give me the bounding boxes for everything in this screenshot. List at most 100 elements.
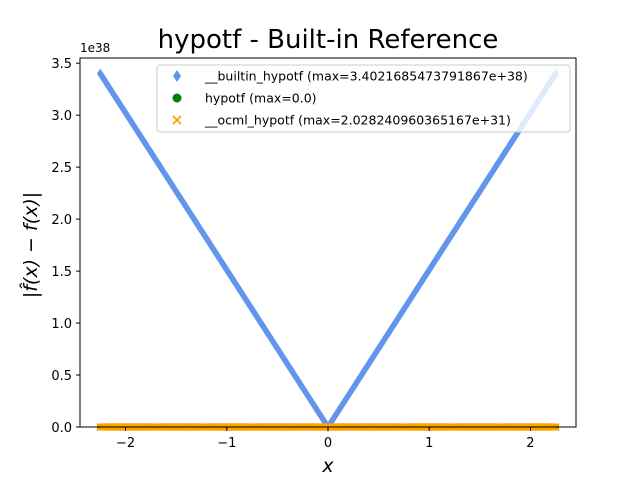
data-point bbox=[443, 237, 451, 248]
y-tick-label: 3.0 bbox=[51, 109, 72, 124]
data-point bbox=[193, 218, 200, 229]
data-point bbox=[447, 231, 454, 242]
data-point bbox=[160, 166, 167, 177]
data-point bbox=[391, 318, 398, 329]
data-point bbox=[142, 139, 150, 150]
series-ocml-hypotf bbox=[96, 422, 560, 432]
data-point bbox=[247, 302, 255, 313]
data-point bbox=[261, 324, 269, 335]
data-point bbox=[235, 283, 242, 294]
data-point bbox=[396, 310, 404, 321]
legend-marker-circle bbox=[172, 93, 182, 103]
data-point bbox=[372, 348, 379, 359]
data-point bbox=[303, 389, 311, 400]
data-point bbox=[454, 220, 461, 231]
data-point bbox=[177, 193, 185, 204]
data-point bbox=[506, 139, 514, 150]
data-point bbox=[354, 375, 362, 386]
data-point bbox=[251, 307, 258, 318]
data-point bbox=[212, 248, 220, 259]
data-point bbox=[494, 158, 502, 169]
data-point bbox=[228, 272, 235, 283]
data-point bbox=[477, 185, 484, 196]
data-point bbox=[200, 228, 207, 239]
data-point bbox=[124, 112, 132, 123]
data-point bbox=[168, 180, 176, 191]
data-point bbox=[331, 411, 339, 422]
y-tick-label: 2.0 bbox=[51, 213, 72, 228]
y-tick-label: 1.5 bbox=[51, 265, 72, 280]
data-point bbox=[279, 351, 286, 362]
data-point bbox=[158, 163, 165, 174]
data-point bbox=[426, 264, 433, 275]
data-point bbox=[349, 383, 356, 394]
data-point bbox=[466, 201, 474, 212]
data-point bbox=[210, 245, 218, 256]
data-point bbox=[245, 299, 253, 310]
data-point bbox=[459, 212, 467, 223]
data-point bbox=[128, 117, 136, 128]
data-point bbox=[366, 356, 374, 367]
y-tick-label: 3.5 bbox=[51, 57, 72, 72]
y-tick-label: 1.0 bbox=[51, 317, 72, 332]
data-point bbox=[336, 402, 344, 413]
data-point bbox=[489, 166, 496, 177]
y-tick-label: 0.0 bbox=[51, 421, 72, 436]
data-point bbox=[221, 261, 228, 272]
data-point bbox=[123, 109, 130, 120]
data-point bbox=[296, 378, 304, 389]
data-point bbox=[499, 150, 507, 161]
data-point bbox=[298, 381, 306, 392]
data-point bbox=[384, 329, 391, 340]
data-point bbox=[273, 343, 281, 354]
data-point bbox=[223, 264, 230, 275]
data-point bbox=[238, 288, 246, 299]
data-point bbox=[356, 373, 363, 384]
legend: __builtin_hypotf (max=3.4021685473791867… bbox=[156, 64, 571, 133]
data-point bbox=[513, 128, 521, 139]
data-point bbox=[482, 177, 489, 188]
data-point bbox=[361, 364, 369, 375]
y-ticks: 0.0 0.5 1.0 1.5 2.0 2.5 3.0 3.5 bbox=[51, 57, 80, 436]
data-point bbox=[407, 294, 414, 305]
data-point bbox=[512, 131, 519, 142]
x-axis-label: x bbox=[321, 455, 334, 477]
chart-title: hypotf - Built-in Reference bbox=[158, 25, 499, 55]
data-point bbox=[195, 220, 202, 231]
data-point bbox=[130, 120, 137, 131]
legend-marker-diamond bbox=[173, 70, 181, 82]
y-axis-multiplier: 1e38 bbox=[80, 41, 110, 55]
data-point bbox=[408, 291, 416, 302]
y-tick-label: 0.5 bbox=[51, 369, 72, 384]
data-point bbox=[151, 152, 158, 163]
data-point bbox=[135, 128, 143, 139]
data-point bbox=[256, 315, 263, 326]
data-point bbox=[170, 182, 178, 193]
y-tick-label: 2.5 bbox=[51, 161, 72, 176]
data-point bbox=[217, 256, 225, 267]
x-tick-label: 0 bbox=[324, 436, 332, 451]
data-point bbox=[315, 408, 323, 419]
data-point bbox=[373, 345, 381, 356]
legend-label: __builtin_hypotf (max=3.4021685473791867… bbox=[204, 69, 528, 84]
data-point bbox=[291, 370, 299, 381]
x-ticks: −2 −1 0 1 2 bbox=[116, 427, 535, 451]
data-point bbox=[182, 201, 190, 212]
legend-marker-x bbox=[172, 115, 182, 125]
data-point bbox=[230, 275, 237, 286]
data-point bbox=[165, 174, 172, 185]
x-tick-label: −2 bbox=[116, 436, 135, 451]
data-point bbox=[510, 133, 518, 144]
legend-box bbox=[156, 64, 571, 133]
data-point bbox=[414, 283, 421, 294]
data-point bbox=[436, 248, 444, 259]
data-point bbox=[286, 362, 293, 373]
data-point bbox=[263, 326, 270, 337]
data-point bbox=[501, 147, 509, 158]
y-axis-label: |f̂(x) − f(x)| bbox=[20, 192, 42, 298]
data-point bbox=[464, 204, 472, 215]
data-point bbox=[343, 392, 351, 403]
data-point bbox=[153, 155, 160, 166]
data-point bbox=[175, 190, 183, 201]
